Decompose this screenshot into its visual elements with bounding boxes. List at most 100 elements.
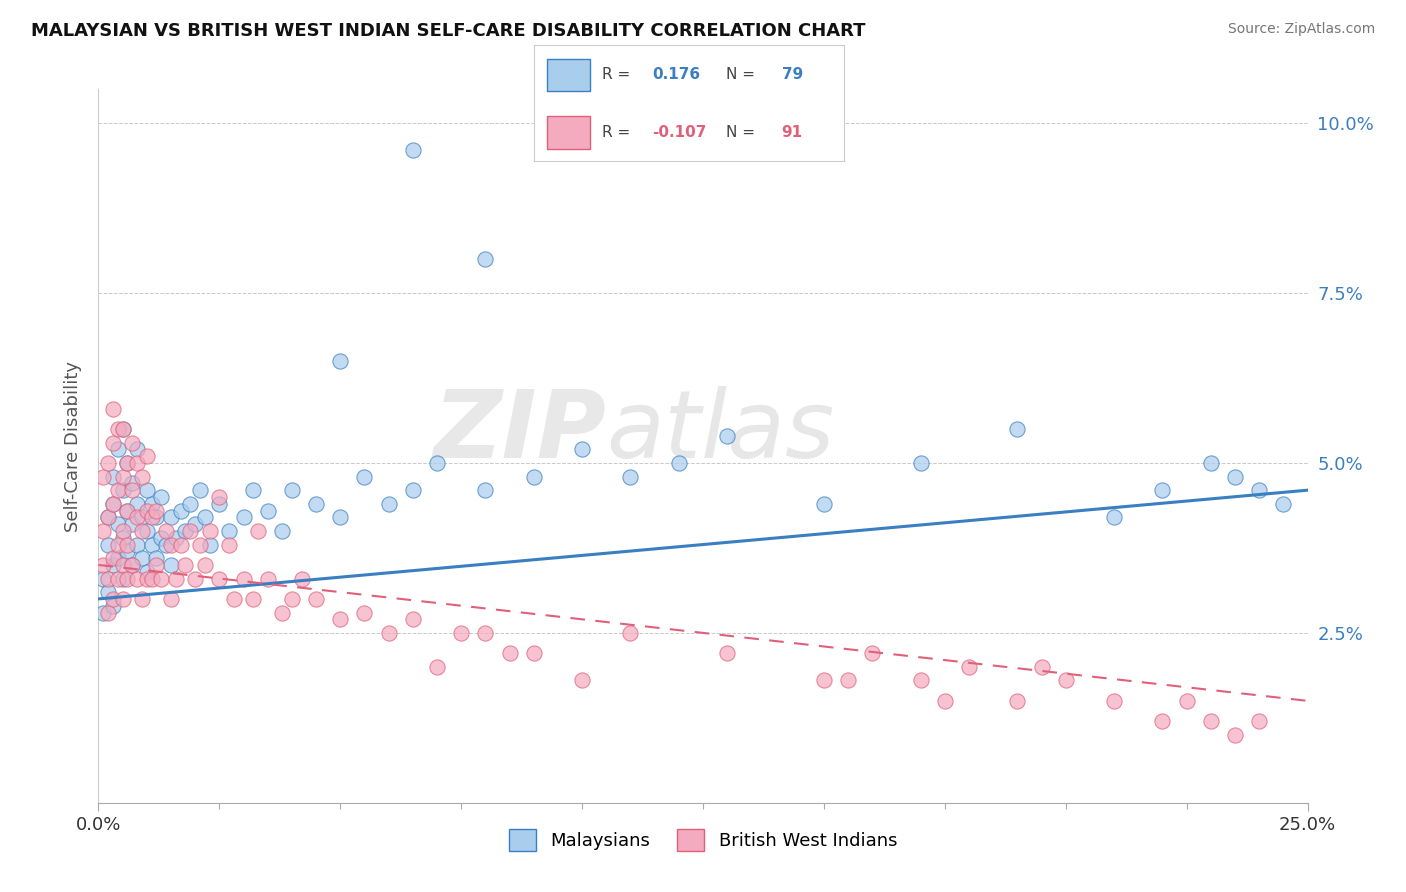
- Point: [117, 537, 139, 551]
- Point: [1223, 728, 1246, 742]
- Point: [1007, 422, 1029, 436]
- Point: [402, 612, 425, 626]
- Point: [131, 469, 153, 483]
- Point: [450, 626, 472, 640]
- Point: [97, 510, 120, 524]
- Point: [101, 599, 124, 613]
- Point: [117, 544, 139, 558]
- Point: [377, 626, 399, 640]
- Point: [160, 591, 183, 606]
- Point: [1102, 510, 1125, 524]
- Point: [150, 572, 173, 586]
- Text: R =: R =: [602, 125, 630, 140]
- Point: [117, 456, 139, 470]
- Point: [160, 537, 183, 551]
- Point: [97, 456, 120, 470]
- Point: [619, 626, 641, 640]
- Point: [117, 572, 139, 586]
- Point: [150, 490, 173, 504]
- Point: [131, 510, 153, 524]
- Point: [101, 435, 124, 450]
- Point: [141, 510, 163, 524]
- Point: [837, 673, 859, 688]
- Point: [910, 456, 932, 470]
- Point: [281, 483, 304, 498]
- Text: -0.107: -0.107: [652, 125, 706, 140]
- Point: [91, 469, 114, 483]
- Point: [1152, 483, 1174, 498]
- Text: N =: N =: [725, 67, 755, 82]
- Point: [107, 517, 129, 532]
- Point: [208, 490, 231, 504]
- Point: [188, 483, 211, 498]
- Point: [281, 591, 304, 606]
- Point: [232, 510, 254, 524]
- Point: [353, 469, 375, 483]
- Point: [474, 483, 496, 498]
- Point: [127, 456, 149, 470]
- Point: [194, 558, 217, 572]
- Point: [377, 497, 399, 511]
- Text: 0.176: 0.176: [652, 67, 700, 82]
- Point: [135, 503, 157, 517]
- Point: [271, 606, 294, 620]
- Point: [498, 646, 520, 660]
- Point: [127, 497, 149, 511]
- Point: [121, 483, 143, 498]
- Point: [141, 572, 163, 586]
- Point: [107, 537, 129, 551]
- Point: [329, 354, 352, 368]
- Point: [91, 606, 114, 620]
- Point: [127, 537, 149, 551]
- Point: [619, 469, 641, 483]
- Point: [910, 673, 932, 688]
- Point: [169, 503, 191, 517]
- Point: [305, 497, 328, 511]
- Point: [111, 469, 134, 483]
- Point: [101, 401, 124, 416]
- Y-axis label: Self-Care Disability: Self-Care Disability: [63, 360, 82, 532]
- Point: [198, 537, 221, 551]
- Point: [716, 429, 738, 443]
- Point: [145, 510, 167, 524]
- Point: [111, 422, 134, 436]
- Point: [107, 572, 129, 586]
- Point: [101, 591, 124, 606]
- Point: [121, 517, 143, 532]
- Point: [329, 612, 352, 626]
- Point: [218, 537, 240, 551]
- Point: [1199, 714, 1222, 729]
- Point: [179, 497, 201, 511]
- Point: [155, 537, 177, 551]
- Point: [194, 510, 217, 524]
- Point: [222, 591, 245, 606]
- Text: atlas: atlas: [606, 386, 835, 477]
- Point: [107, 442, 129, 457]
- Text: Source: ZipAtlas.com: Source: ZipAtlas.com: [1227, 22, 1375, 37]
- Point: [179, 524, 201, 538]
- Point: [571, 442, 593, 457]
- Point: [117, 503, 139, 517]
- Point: [101, 469, 124, 483]
- Point: [127, 442, 149, 457]
- Point: [97, 572, 120, 586]
- Point: [111, 422, 134, 436]
- Point: [232, 572, 254, 586]
- Point: [135, 572, 157, 586]
- Point: [97, 537, 120, 551]
- Point: [668, 456, 690, 470]
- Point: [1223, 469, 1246, 483]
- Point: [145, 503, 167, 517]
- Point: [523, 646, 546, 660]
- Point: [188, 537, 211, 551]
- Point: [426, 456, 449, 470]
- FancyBboxPatch shape: [547, 59, 591, 91]
- Point: [135, 565, 157, 579]
- Point: [111, 531, 134, 545]
- Point: [474, 252, 496, 266]
- Point: [242, 483, 264, 498]
- Point: [208, 572, 231, 586]
- Point: [716, 646, 738, 660]
- Point: [127, 510, 149, 524]
- Point: [813, 673, 835, 688]
